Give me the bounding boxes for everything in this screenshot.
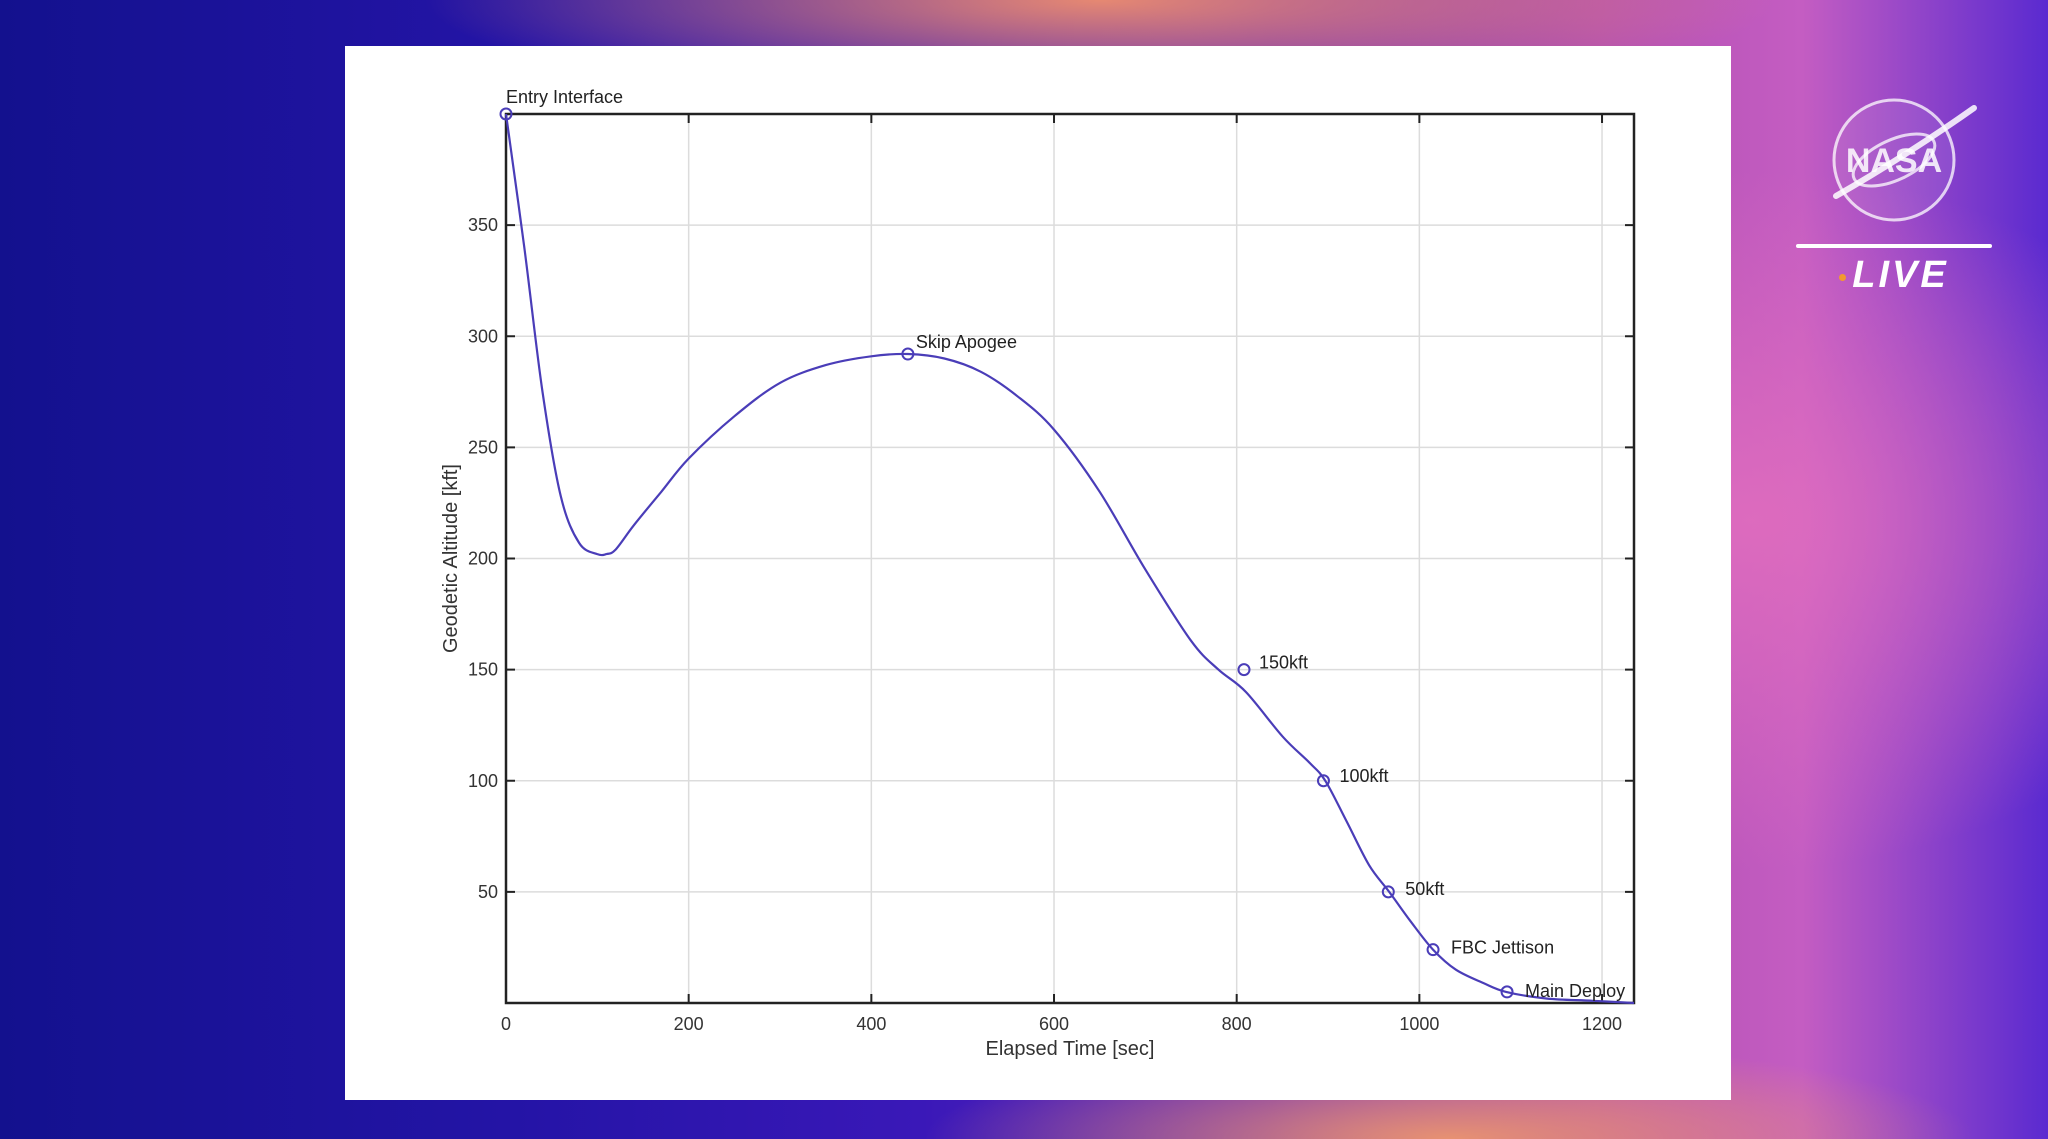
x-axis-label: Elapsed Time [sec] [986, 1038, 1155, 1060]
event-markers: Entry Interface Skip Apogee 150kft 100kft 50… [499, 87, 1625, 1001]
nasa-logo: NASA [1796, 96, 1992, 226]
event-label: 100kft [1339, 766, 1388, 786]
event-marker [1500, 985, 1514, 999]
y-tick-label: 350 [468, 215, 498, 235]
chart-panel: 0 200 400 600 800 1000 1200 50 100 150 200 250 300 35… [345, 46, 1731, 1100]
event-marker [1381, 885, 1395, 899]
y-tick-label: 200 [468, 549, 498, 569]
x-tick-label: 600 [1039, 1014, 1069, 1034]
live-divider [1796, 244, 1992, 248]
altitude-chart: 0 200 400 600 800 1000 1200 50 100 150 200 250 300 35… [440, 87, 1636, 1060]
y-tick-label: 50 [478, 882, 498, 902]
y-tick-label: 250 [468, 437, 498, 457]
event-label: Main Deploy [1525, 981, 1625, 1001]
y-tick-label: 300 [468, 326, 498, 346]
ticks: 0 200 400 600 800 1000 1200 50 100 150 200 250 300 35… [468, 114, 1634, 1034]
grid [505, 114, 1634, 1003]
event-marker [499, 107, 513, 121]
svg-text:NASA: NASA [1846, 142, 1942, 180]
event-label: 50kft [1405, 879, 1444, 899]
event-marker [1237, 663, 1251, 677]
live-dot-icon [1839, 274, 1847, 281]
y-tick-label: 150 [468, 660, 498, 680]
event-label: Entry Interface [506, 87, 623, 107]
x-tick-label: 400 [856, 1014, 886, 1034]
event-label: 150kft [1259, 653, 1308, 673]
y-axis-label: Geodetic Altitude [kft] [440, 464, 462, 653]
x-tick-label: 200 [674, 1014, 704, 1034]
live-label: LIVE [1852, 254, 1949, 296]
live-indicator: LIVE [1796, 244, 1992, 297]
y-tick-label: 100 [468, 771, 498, 791]
x-tick-label: 1000 [1399, 1014, 1439, 1034]
event-label: Skip Apogee [916, 332, 1017, 352]
x-tick-label: 800 [1222, 1014, 1252, 1034]
x-tick-label: 1200 [1582, 1014, 1622, 1034]
x-tick-label: 0 [501, 1014, 511, 1034]
trajectory-line [504, 113, 1635, 1005]
event-marker [1426, 943, 1440, 957]
event-label: FBC Jettison [1451, 938, 1554, 958]
event-marker [1316, 774, 1330, 788]
event-marker [901, 347, 915, 361]
